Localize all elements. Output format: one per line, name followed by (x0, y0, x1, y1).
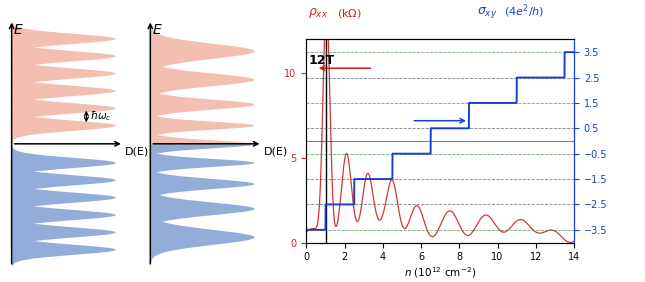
Text: (k$\Omega$): (k$\Omega$) (337, 7, 361, 20)
Text: $\sigma_{xy}$: $\sigma_{xy}$ (477, 5, 498, 20)
X-axis label: $n\ (10^{12}\ \mathrm{cm}^{-2})$: $n\ (10^{12}\ \mathrm{cm}^{-2})$ (404, 265, 476, 280)
Text: 12T: 12T (308, 54, 334, 67)
Text: D(E): D(E) (263, 146, 288, 156)
Text: $\hbar\omega_c$: $\hbar\omega_c$ (90, 110, 112, 124)
Text: E: E (152, 23, 161, 38)
Text: $(4e^2/h)$: $(4e^2/h)$ (504, 2, 544, 20)
Text: E: E (14, 23, 23, 38)
Text: D(E): D(E) (124, 146, 149, 156)
Text: $\rho_{xx}$: $\rho_{xx}$ (308, 6, 329, 20)
